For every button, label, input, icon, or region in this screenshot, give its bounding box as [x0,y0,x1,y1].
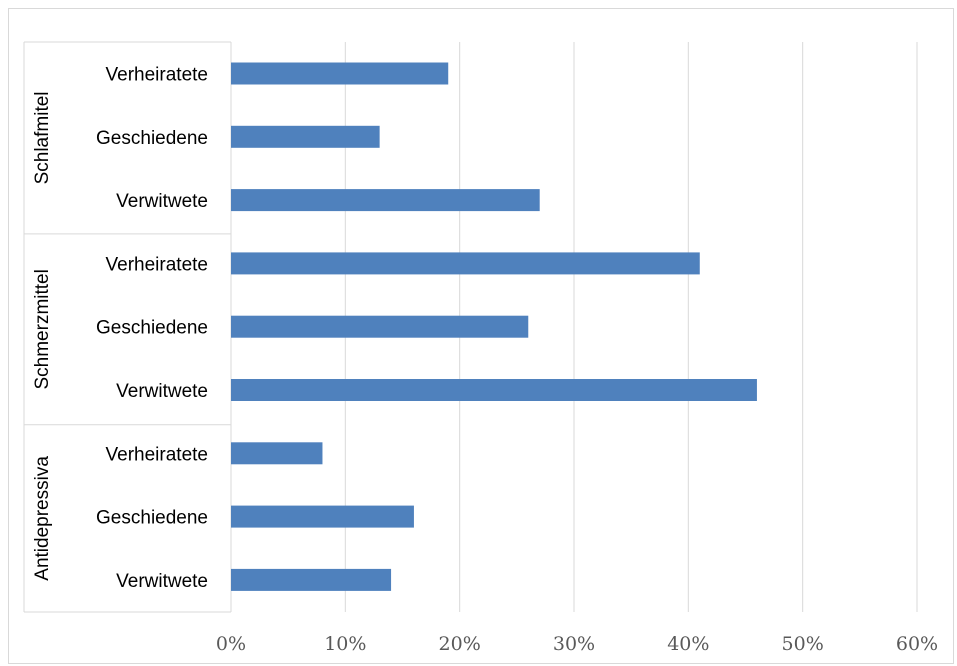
x-tick-label: 20% [439,633,481,655]
bar [231,568,392,591]
category-label: Geschiedene [96,508,208,529]
category-label: Verheiratete [106,254,208,275]
category-label: Geschiedene [96,128,208,149]
x-tick-label: 60% [896,633,938,655]
group-label: Schmerzmittel [32,269,53,389]
bar [231,125,380,148]
bar [231,442,323,465]
category-label: Verwitwete [116,191,208,212]
bar [231,252,700,275]
bar [231,62,449,85]
x-tick-label: 0% [216,633,246,655]
category-label: Verheiratete [106,65,208,86]
bar [231,505,414,528]
group-label: Schlafmitel [32,91,53,184]
x-tick-label: 50% [782,633,824,655]
category-label: Verwitwete [116,381,208,402]
category-label: Verheiratete [106,444,208,465]
category-label: Verwitwete [116,571,208,592]
category-label: Geschiedene [96,318,208,339]
bar [231,189,540,212]
x-tick-label: 30% [553,633,595,655]
bar [231,379,757,401]
x-tick-label: 40% [667,633,709,655]
bar [231,315,529,338]
group-label: Antidepressiva [32,456,53,581]
x-tick-label: 10% [324,633,366,655]
